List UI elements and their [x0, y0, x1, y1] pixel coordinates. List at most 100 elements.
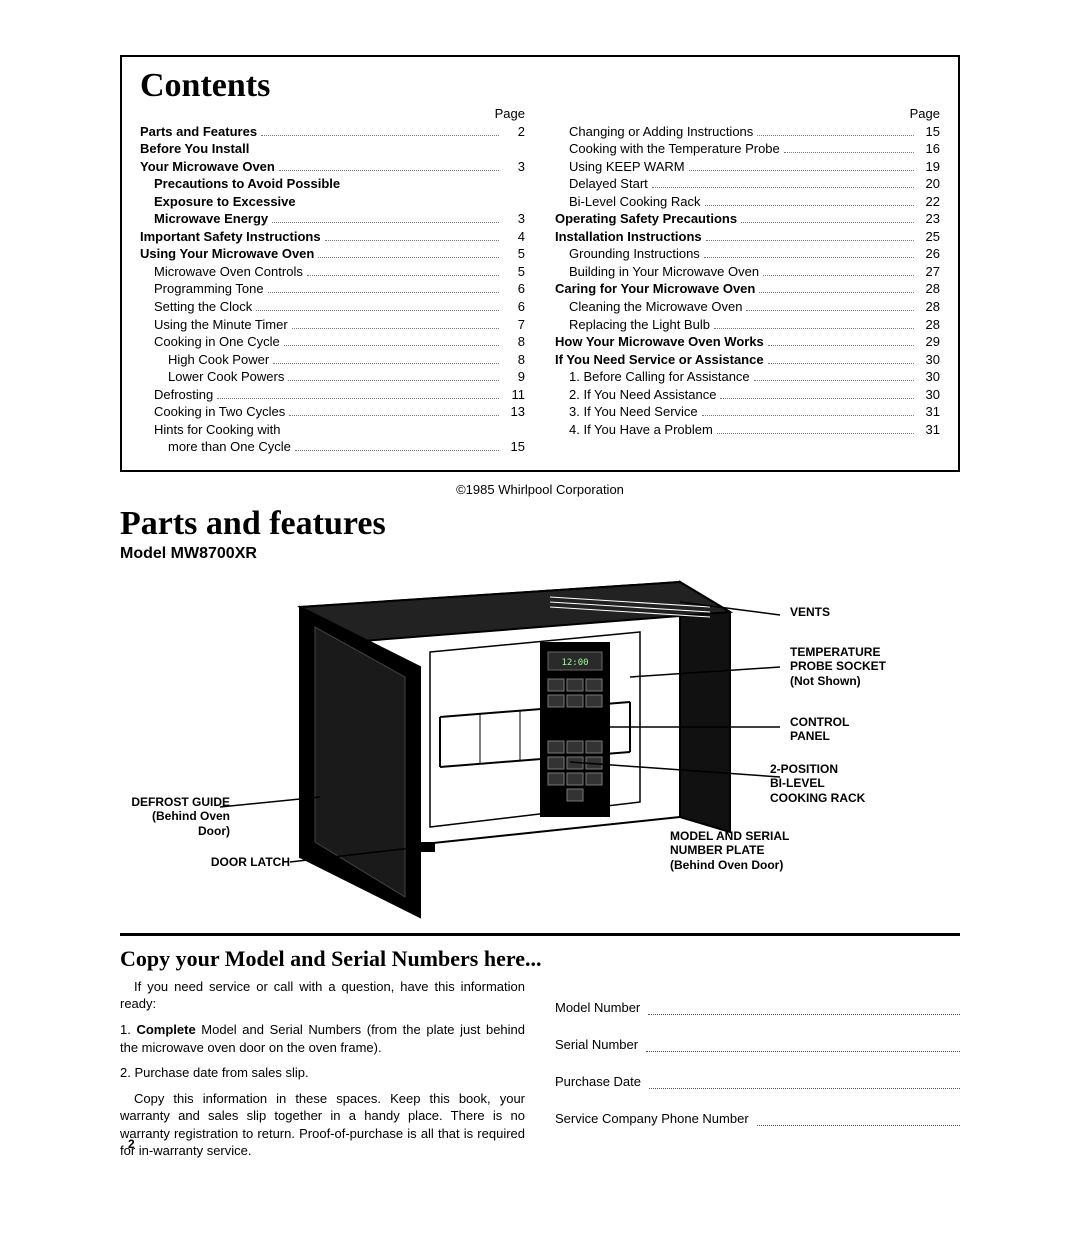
toc-page: 19	[918, 158, 940, 176]
copy-instructions: If you need service or call with a quest…	[120, 978, 525, 1168]
toc-label: Cooking in One Cycle	[154, 333, 280, 351]
toc-dots	[704, 257, 914, 258]
callout-text: NUMBER PLATE	[670, 843, 789, 857]
toc-dots	[717, 433, 914, 434]
field-line	[648, 1002, 960, 1015]
field-purchase-date[interactable]: Purchase Date	[555, 1074, 960, 1089]
callout-cooking-rack: 2-POSITION BI-LEVEL COOKING RACK	[770, 762, 865, 805]
toc-page: 28	[918, 280, 940, 298]
callout-vents: VENTS	[790, 605, 830, 619]
callout-text: CONTROL	[790, 715, 849, 729]
toc-dots	[768, 363, 914, 364]
callout-text: (Not Shown)	[790, 674, 886, 688]
toc-row: Using the Minute Timer7	[140, 316, 525, 334]
page-label: Page	[910, 105, 940, 123]
toc-page: 16	[918, 140, 940, 158]
toc-page: 30	[918, 368, 940, 386]
toc-dots	[754, 380, 914, 381]
callout-probe: TEMPERATURE PROBE SOCKET (Not Shown)	[790, 645, 886, 688]
toc-label: Using Your Microwave Oven	[140, 245, 314, 263]
toc-page: 6	[503, 298, 525, 316]
copy-p2: 1. Complete Model and Serial Numbers (fr…	[120, 1021, 525, 1056]
callout-text: COOKING RACK	[770, 791, 865, 805]
callout-text: DEFROST GUIDE	[120, 795, 230, 809]
toc-dots	[268, 292, 499, 293]
toc-label: Hints for Cooking with	[154, 421, 280, 439]
toc-row: Defrosting11	[140, 386, 525, 404]
toc-dots	[705, 205, 914, 206]
toc-page: 13	[503, 403, 525, 421]
toc-dots	[763, 275, 914, 276]
toc-dots	[768, 345, 914, 346]
toc-row: Exposure to Excessive	[140, 193, 525, 211]
toc-label: Your Microwave Oven	[140, 158, 275, 176]
toc-label: Microwave Energy	[154, 210, 268, 228]
callout-text: BI-LEVEL	[770, 776, 865, 790]
toc-row: Microwave Energy3	[140, 210, 525, 228]
toc-page: 8	[503, 333, 525, 351]
callout-text: 2-POSITION	[770, 762, 865, 776]
toc-label: Installation Instructions	[555, 228, 702, 246]
toc-dots	[325, 240, 499, 241]
contents-header-row: Contents	[140, 67, 940, 105]
toc-dots	[284, 345, 499, 346]
toc-row: Cooking in Two Cycles13	[140, 403, 525, 421]
toc-page: 29	[918, 333, 940, 351]
toc-dots	[746, 310, 914, 311]
toc-page: 20	[918, 175, 940, 193]
microwave-svg: 12:00	[120, 567, 960, 927]
model-line: Model MW8700XR	[120, 545, 960, 563]
toc-row: Bi-Level Cooking Rack22	[555, 193, 940, 211]
toc-row: Microwave Oven Controls5	[140, 263, 525, 281]
toc-label: Programming Tone	[154, 280, 264, 298]
toc-row: Cooking with the Temperature Probe16	[555, 140, 940, 158]
field-label: Service Company Phone Number	[555, 1111, 757, 1126]
toc-dots	[273, 363, 499, 364]
toc-label: Using KEEP WARM	[569, 158, 685, 176]
toc-label: 2. If You Need Assistance	[569, 386, 716, 404]
toc-dots	[318, 257, 499, 258]
toc-row: Using KEEP WARM 19	[555, 158, 940, 176]
toc-row: Setting the Clock6	[140, 298, 525, 316]
toc-row: Cooking in One Cycle 8	[140, 333, 525, 351]
toc-row: Operating Safety Precautions23	[555, 210, 940, 228]
toc-row: Hints for Cooking with	[140, 421, 525, 439]
toc-label: Changing or Adding Instructions	[569, 123, 753, 141]
toc-row: Precautions to Avoid Possible	[140, 175, 525, 193]
microwave-diagram: 12:00	[120, 567, 960, 927]
toc-label: Microwave Oven Controls	[154, 263, 303, 281]
toc-row: Installation Instructions25	[555, 228, 940, 246]
toc-row: Programming Tone6	[140, 280, 525, 298]
toc-page: 11	[503, 386, 525, 404]
toc-page: 28	[918, 298, 940, 316]
toc-page: 9	[503, 368, 525, 386]
toc-page: 31	[918, 421, 940, 439]
field-serial-number[interactable]: Serial Number	[555, 1037, 960, 1052]
callout-text: MODEL AND SERIAL	[670, 829, 789, 843]
callout-text: PANEL	[790, 729, 849, 743]
toc-dots	[757, 135, 914, 136]
field-model-number[interactable]: Model Number	[555, 1000, 960, 1015]
toc-dots	[720, 398, 914, 399]
field-service-phone[interactable]: Service Company Phone Number	[555, 1111, 960, 1126]
toc-label: Before You Install	[140, 140, 249, 158]
toc-dots	[289, 415, 499, 416]
svg-text:12:00: 12:00	[561, 658, 588, 668]
toc-page: 2	[503, 123, 525, 141]
toc-dots	[652, 187, 914, 188]
toc-row: 2. If You Need Assistance30	[555, 386, 940, 404]
contents-columns: Page Parts and Features2Before You Insta…	[140, 105, 940, 456]
callout-text: VENTS	[790, 605, 830, 619]
toc-label: Important Safety Instructions	[140, 228, 321, 246]
toc-dots	[217, 398, 499, 399]
toc-label: How Your Microwave Oven Works	[555, 333, 764, 351]
toc-dots	[689, 170, 914, 171]
toc-dots	[256, 310, 499, 311]
toc-page: 28	[918, 316, 940, 334]
copy-title: Copy your Model and Serial Numbers here.…	[120, 946, 960, 972]
toc-label: Exposure to Excessive	[154, 193, 296, 211]
copy-p4: Copy this information in these spaces. K…	[120, 1090, 525, 1160]
toc-row: If You Need Service or Assistance30	[555, 351, 940, 369]
toc-row: Your Microwave Oven3	[140, 158, 525, 176]
callout-text: (Behind Oven Door)	[120, 809, 230, 838]
